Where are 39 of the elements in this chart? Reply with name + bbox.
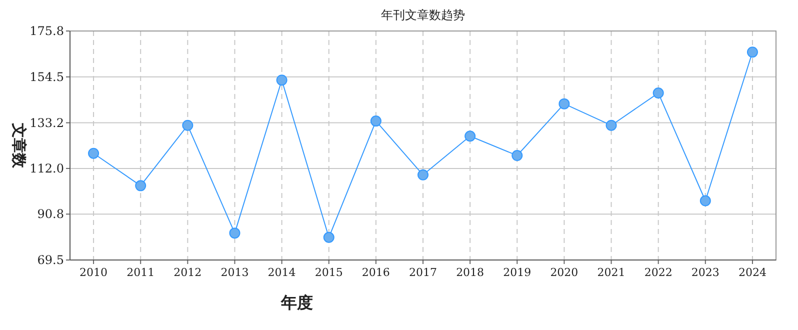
x-tick-label: 2014 <box>268 266 296 279</box>
x-tick-label: 2021 <box>597 266 626 279</box>
chart-title: 年刊文章数趋势 <box>381 8 465 22</box>
point <box>746 46 758 58</box>
x-tick-label: 2019 <box>503 266 532 279</box>
x-tick-label: 2017 <box>409 266 437 279</box>
x-tick-label: 2024 <box>738 266 766 279</box>
x-tick-label: 2011 <box>126 266 155 279</box>
x-tick-label: 2023 <box>691 266 720 279</box>
point <box>229 228 240 239</box>
x-tick-label: 2010 <box>80 266 108 279</box>
point <box>323 232 334 243</box>
point <box>370 116 382 127</box>
point <box>512 150 523 162</box>
y-axis-title: 文章数 <box>10 122 28 169</box>
point <box>700 195 711 206</box>
x-tick-label: 2020 <box>550 266 578 279</box>
y-tick-label: 154.5 <box>30 70 64 84</box>
point <box>464 130 476 142</box>
point <box>276 74 288 86</box>
point <box>606 120 617 131</box>
point <box>182 120 194 131</box>
y-tick-label: 69.5 <box>37 253 64 267</box>
x-tick-label: 2022 <box>644 266 672 279</box>
x-tick-label: 2016 <box>362 266 390 279</box>
point <box>88 148 100 159</box>
point <box>558 98 570 110</box>
point <box>135 180 146 192</box>
x-axis-title: 年度 <box>280 293 313 312</box>
point <box>418 169 428 180</box>
y-tick-label: 90.8 <box>37 207 64 222</box>
point <box>652 88 664 99</box>
y-tick-label: 133.2 <box>30 116 64 130</box>
y-tick-label: 175.8 <box>30 24 64 38</box>
x-tick-label: 2015 <box>314 266 343 279</box>
x-tick-label: 2013 <box>220 266 249 279</box>
y-tick-label: 112.0 <box>30 161 64 176</box>
x-tick-label: 2012 <box>174 266 202 279</box>
x-tick-label: 2018 <box>456 266 484 279</box>
